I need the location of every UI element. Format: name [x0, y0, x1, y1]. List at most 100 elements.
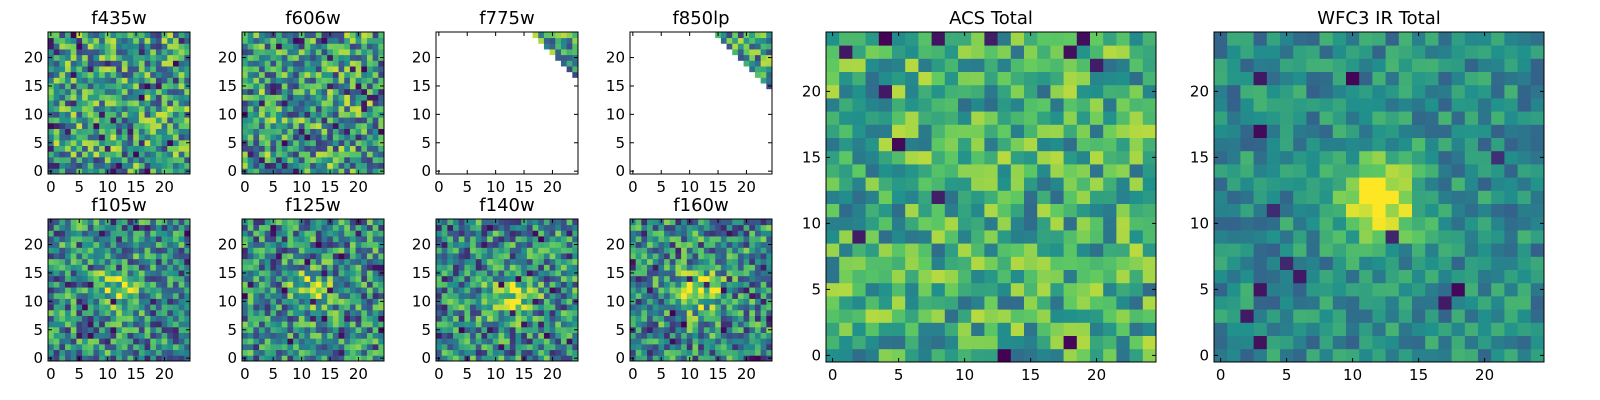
heatmap-cell — [133, 94, 140, 101]
heatmap-cell — [1050, 58, 1064, 72]
heatmap-cell — [1024, 190, 1038, 204]
heatmap-cell — [82, 219, 89, 226]
heatmap-cell — [652, 338, 659, 345]
heatmap-cell — [572, 247, 579, 254]
heatmap-cell — [304, 83, 311, 90]
heatmap-cell — [1240, 296, 1254, 310]
heatmap-cell — [53, 100, 60, 107]
heatmap-cell — [732, 287, 739, 294]
heatmap-cell — [59, 37, 66, 44]
heatmap-cell — [664, 349, 671, 356]
heatmap-cell — [743, 326, 750, 333]
heatmap-cell — [1372, 256, 1386, 270]
heatmap-cell — [116, 162, 123, 169]
heatmap-cell — [127, 349, 134, 356]
heatmap-cell — [498, 326, 505, 333]
heatmap-cell — [686, 298, 693, 305]
heatmap-cell — [1425, 243, 1439, 257]
heatmap-cell — [760, 258, 767, 265]
heatmap-cell — [720, 281, 727, 288]
heatmap-cell — [150, 304, 157, 311]
heatmap-cell — [521, 264, 528, 271]
heatmap-cell — [1451, 309, 1466, 323]
heatmap-cell — [652, 253, 659, 260]
heatmap-cell — [298, 66, 305, 73]
heatmap-cell — [566, 264, 573, 271]
heatmap-cell — [647, 287, 654, 294]
heatmap-cell — [641, 315, 648, 322]
heatmap-cell — [321, 117, 328, 124]
heatmap-cell — [99, 100, 106, 107]
heatmap-cell — [287, 60, 294, 67]
heatmap-cell — [76, 145, 83, 152]
axes-frame — [435, 31, 579, 175]
heatmap-cell — [242, 122, 249, 129]
heatmap-cell — [116, 326, 123, 333]
heatmap-cell — [1103, 58, 1117, 72]
heatmap-cell — [555, 37, 562, 44]
heatmap-cell — [59, 258, 66, 265]
heatmap-cell — [242, 258, 249, 265]
heatmap-cell — [65, 332, 72, 339]
heatmap-cell — [82, 49, 89, 56]
heatmap-cell — [664, 292, 671, 299]
heatmap-cell — [304, 236, 311, 243]
heatmap-cell — [281, 338, 288, 345]
heatmap-cell — [447, 349, 454, 356]
heatmap-cell — [1227, 296, 1241, 310]
heatmap-cell — [630, 230, 637, 237]
heatmap-cell — [121, 71, 128, 78]
heatmap-cell — [355, 321, 362, 328]
heatmap-cell — [93, 219, 100, 226]
heatmap-cell — [99, 349, 106, 356]
heatmap-cell — [247, 54, 254, 61]
heatmap-cell — [116, 151, 123, 158]
heatmap-cell — [304, 321, 311, 328]
heatmap-cell — [82, 32, 89, 39]
heatmap-cell — [538, 253, 545, 260]
heatmap-cell — [172, 270, 180, 277]
heatmap-cell — [138, 128, 145, 135]
heatmap-cell — [167, 94, 174, 101]
heatmap-cell — [1319, 282, 1334, 297]
heatmap-cell — [839, 269, 853, 284]
heatmap-cell — [253, 315, 260, 322]
heatmap-cell — [167, 219, 174, 226]
heatmap-cell — [852, 348, 866, 363]
heatmap-cell — [852, 203, 866, 218]
heatmap-cell — [355, 292, 362, 299]
heatmap-cell — [344, 326, 351, 333]
heatmap-cell — [532, 343, 539, 351]
heatmap-cell — [726, 264, 733, 271]
heatmap-cell — [543, 326, 550, 333]
heatmap-cell — [538, 219, 545, 226]
heatmap-cell — [372, 326, 379, 333]
heatmap-cell — [378, 117, 385, 124]
heatmap-cell — [361, 292, 368, 299]
heatmap-cell — [839, 216, 853, 231]
heatmap-cell — [1214, 309, 1228, 323]
heatmap-cell — [1076, 111, 1091, 125]
heatmap-cell — [555, 304, 562, 311]
heatmap-cell — [361, 275, 368, 282]
heatmap-cell — [749, 241, 756, 248]
heatmap-cell — [464, 332, 471, 339]
heatmap-cell — [1010, 269, 1025, 284]
heatmap-cell — [247, 145, 254, 152]
heatmap-cell — [366, 88, 374, 95]
heatmap-cell — [104, 338, 111, 345]
heatmap-cell — [48, 43, 55, 50]
heatmap-cell — [1116, 348, 1130, 363]
heatmap-cell — [1103, 348, 1117, 363]
heatmap-cell — [270, 88, 277, 95]
heatmap-cell — [1024, 124, 1038, 138]
heatmap-cell — [1451, 282, 1466, 297]
heatmap-cell — [652, 321, 659, 328]
heatmap-cell — [327, 49, 334, 56]
heatmap-cell — [715, 275, 722, 282]
heatmap-cell — [635, 298, 642, 305]
heatmap-cell — [715, 281, 722, 288]
heatmap-cell — [743, 60, 750, 67]
heatmap-cell — [566, 338, 573, 345]
heatmap-cell — [658, 287, 665, 294]
